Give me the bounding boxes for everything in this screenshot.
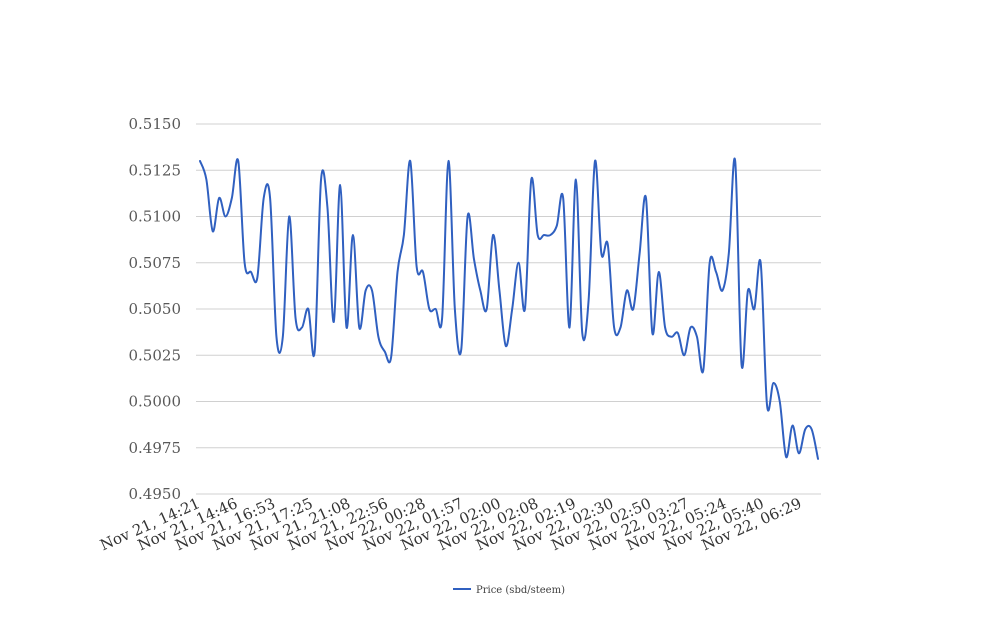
- y-tick-label: 0.4975: [129, 439, 182, 457]
- legend[interactable]: Price (sbd/steem): [453, 585, 565, 596]
- y-axis-tick-labels: 0.4950 0.4975 0.5000 0.5025 0.5050 0.5075 0.51…: [129, 115, 182, 503]
- y-tick-label: 0.5150: [129, 115, 182, 133]
- series-line-price: [199, 157, 819, 460]
- y-tick-label: 0.4950: [129, 485, 182, 503]
- y-tick-label: 0.5075: [129, 254, 182, 272]
- y-tick-label: 0.5025: [129, 346, 182, 364]
- y-tick-label: 0.5000: [129, 393, 182, 411]
- y-tick-label: 0.5050: [129, 300, 182, 318]
- series-lines: [199, 157, 819, 460]
- legend-label: Price (sbd/steem): [476, 585, 565, 596]
- gridlines: [196, 123, 821, 495]
- legend-item[interactable]: Price (sbd/steem): [453, 585, 565, 596]
- y-tick-label: 0.5125: [129, 161, 182, 179]
- y-tick-label: 0.5100: [129, 208, 182, 226]
